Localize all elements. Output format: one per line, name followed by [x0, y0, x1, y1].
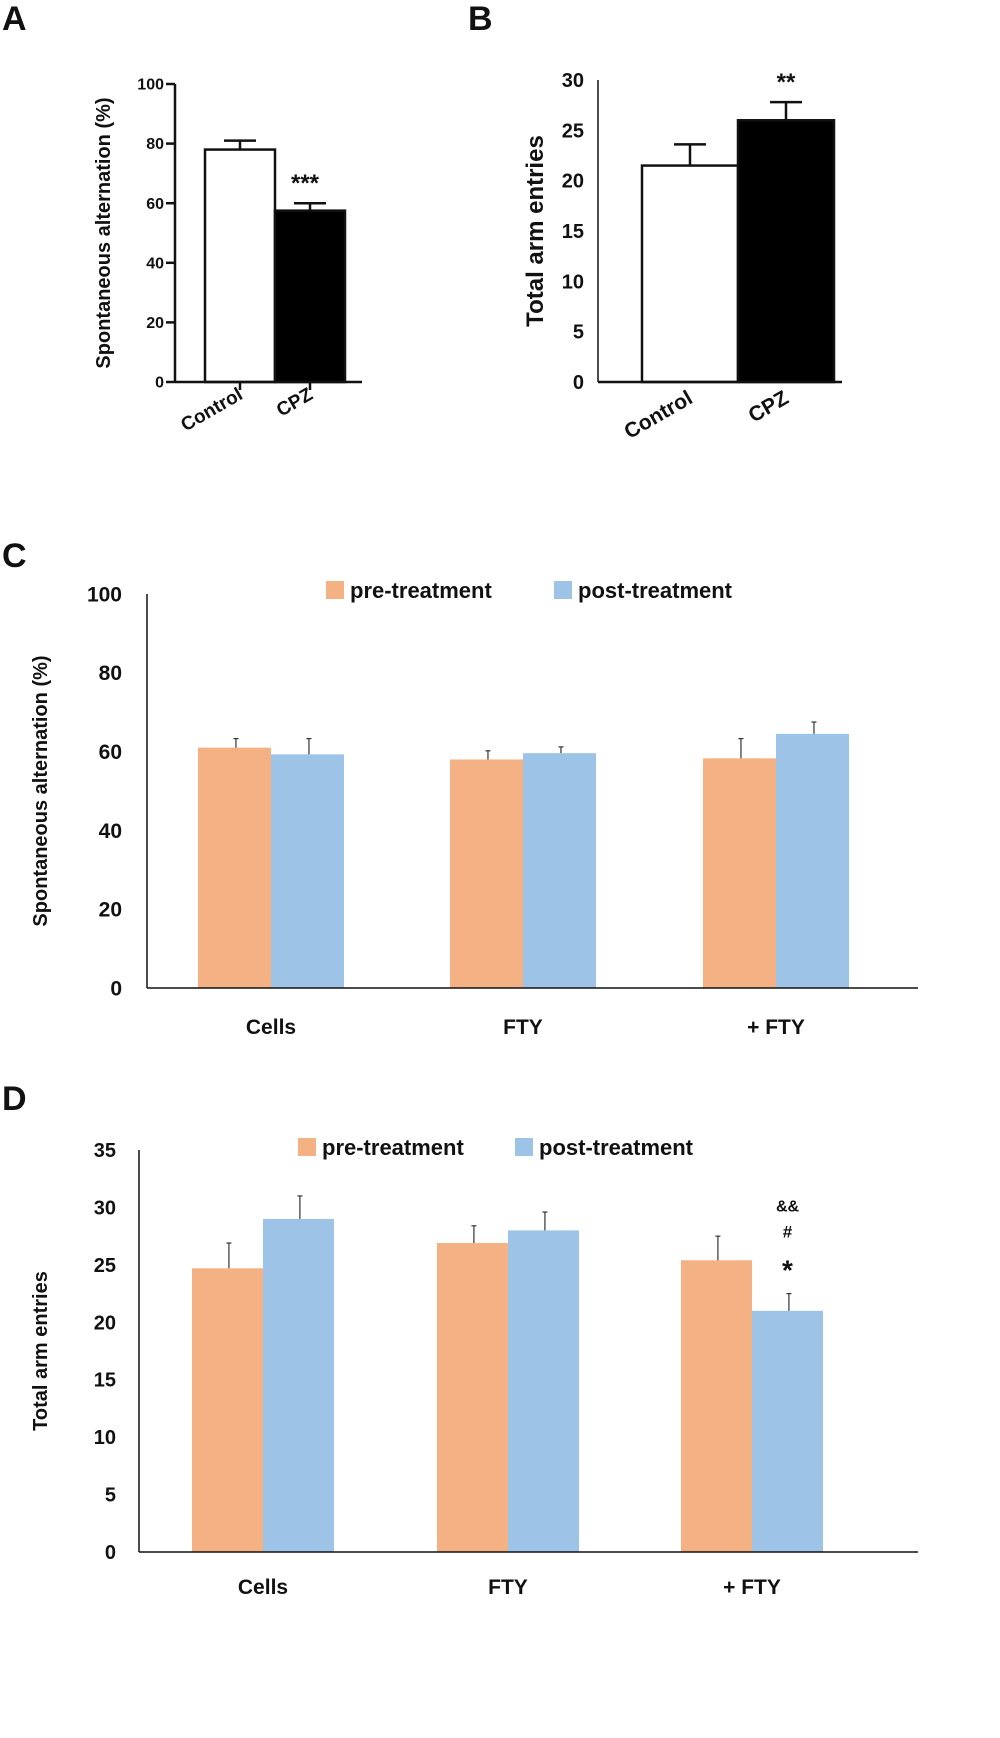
chart-a-y-tick-label: 40: [146, 255, 164, 272]
panel-a-label: A: [2, 0, 27, 38]
chart-c-legend-swatch-0: [326, 581, 344, 599]
chart-d-x-tick-label: + FTY: [723, 1576, 781, 1599]
chart-c-y-tick-label: 100: [87, 583, 122, 606]
chart-d-y-tick-label: 30: [94, 1197, 116, 1219]
chart-a-significance-label: ***: [291, 170, 320, 197]
chart-b-bar-cpz: [736, 119, 836, 384]
chart-d-legend-label-0: pre-treatment: [322, 1135, 464, 1160]
chart-c-plot: 0 20 40 60 80 100 Spontaneous alternation (%) p…: [30, 578, 918, 1039]
chart-c-legend-label-0: pre-treatment: [350, 578, 492, 603]
chart-d-y-tick-label: 25: [94, 1255, 116, 1277]
chart-d-x-tick-label: Cells: [238, 1576, 288, 1599]
chart-c-legend-label-1: post-treatment: [578, 578, 733, 603]
chart-d-y-tick-label: 35: [94, 1140, 116, 1162]
chart-d-significance-label: *: [782, 1255, 793, 1286]
panel-a: A 0 20 40 60 80 100 Spontaneous alternation (%…: [2, 0, 362, 436]
chart-b-x-tick-label: Control: [620, 386, 696, 443]
panel-c: C 0 20 40 60 80 100 Spontaneous alternation (%…: [2, 537, 918, 1039]
chart-b-x-tick-label: CPZ: [745, 386, 793, 427]
chart-d-bar-1-0: [263, 1218, 334, 1552]
chart-a-plot: 0 20 40 60 80 100 Spontaneous alternation (%) C…: [93, 77, 362, 436]
chart-d-bar-1-2: [752, 1310, 823, 1552]
chart-c-y-tick-label: 80: [99, 662, 122, 685]
chart-c-bar-0-2: [703, 758, 776, 988]
chart-d-y-tick-label: 0: [105, 1542, 116, 1564]
chart-a-y-tick-label: 80: [146, 136, 164, 153]
chart-d-significance-label: #: [783, 1223, 793, 1242]
chart-d-bar-0-0: [192, 1268, 263, 1552]
chart-c-x-tick-label: Cells: [246, 1016, 296, 1039]
chart-d-y-axis-title: Total arm entries: [30, 1271, 52, 1431]
chart-c-bar-1-0: [271, 754, 344, 988]
chart-c-bar-0-0: [198, 747, 271, 988]
chart-d-legend-swatch-1: [515, 1138, 533, 1156]
chart-d-x-tick-label: FTY: [488, 1576, 528, 1599]
panel-c-label: C: [2, 537, 27, 575]
chart-a-y-tick-label: 20: [146, 315, 164, 332]
chart-d-significance-label: &&: [776, 1199, 800, 1216]
panel-d-label: D: [2, 1080, 27, 1118]
chart-a-x-tick-label: Control: [178, 384, 247, 436]
chart-d-y-tick-label: 20: [94, 1312, 116, 1334]
chart-d-y-tick-label: 5: [105, 1485, 116, 1507]
chart-b-y-tick-label: 25: [562, 120, 584, 142]
chart-b-y-tick-label: 0: [573, 372, 584, 394]
chart-a-y-tick-label: 0: [155, 375, 164, 392]
chart-d-y-tick-label: 15: [94, 1370, 116, 1392]
chart-d-plot: 0 5 10 15 20 25 30 35 Total arm entries pre-treat…: [30, 1135, 918, 1599]
chart-d-y-tick-label: 10: [94, 1427, 116, 1449]
chart-d-legend-label-1: post-treatment: [539, 1135, 694, 1160]
chart-c-y-tick-label: 20: [99, 899, 122, 922]
chart-b-significance-label: **: [777, 69, 796, 96]
chart-a-y-tick-label: 60: [146, 196, 164, 213]
chart-a-y-axis-title: Spontaneous alternation (%): [93, 97, 115, 368]
chart-d-legend-swatch-0: [298, 1138, 316, 1156]
chart-c-x-tick-label: FTY: [503, 1016, 543, 1039]
chart-d-bar-1-1: [508, 1230, 579, 1552]
chart-c-y-axis-title: Spontaneous alternation (%): [30, 655, 52, 926]
chart-b-plot: 0 5 10 15 20 25 30 Total arm entries Control ** CP…: [522, 69, 842, 444]
chart-a-bar-cpz: [273, 209, 347, 384]
chart-c-y-tick-label: 60: [99, 741, 122, 764]
chart-a-y-tick-label: 100: [137, 77, 164, 94]
chart-b-y-tick-label: 5: [573, 322, 584, 344]
chart-b-bar-control: [640, 164, 740, 384]
chart-d-bar-0-2: [681, 1260, 752, 1552]
chart-d-bar-0-1: [437, 1243, 508, 1552]
chart-b-y-axis-title: Total arm entries: [522, 135, 549, 327]
chart-b-y-tick-label: 15: [562, 221, 584, 243]
chart-c-bar-0-1: [450, 759, 523, 988]
chart-b-y-tick-label: 20: [562, 171, 584, 193]
chart-c-bar-1-2: [776, 733, 849, 988]
panel-b-label: B: [468, 0, 493, 38]
chart-c-y-tick-label: 0: [110, 977, 122, 1000]
chart-c-bar-1-1: [523, 753, 596, 988]
chart-c-legend-swatch-1: [554, 581, 572, 599]
chart-b-y-tick-label: 30: [562, 70, 584, 92]
chart-a-bar-control: [203, 148, 277, 384]
chart-b-y-tick-label: 10: [562, 271, 584, 293]
chart-c-y-tick-label: 40: [99, 820, 122, 843]
panel-d: D 0 5 10 15 20 25 30 35 Total arm entries pre-tre…: [2, 1080, 918, 1599]
chart-c-x-tick-label: + FTY: [747, 1016, 805, 1039]
panel-b: B 0 5 10 15 20 25 30 Total arm entries Control **…: [468, 0, 842, 444]
